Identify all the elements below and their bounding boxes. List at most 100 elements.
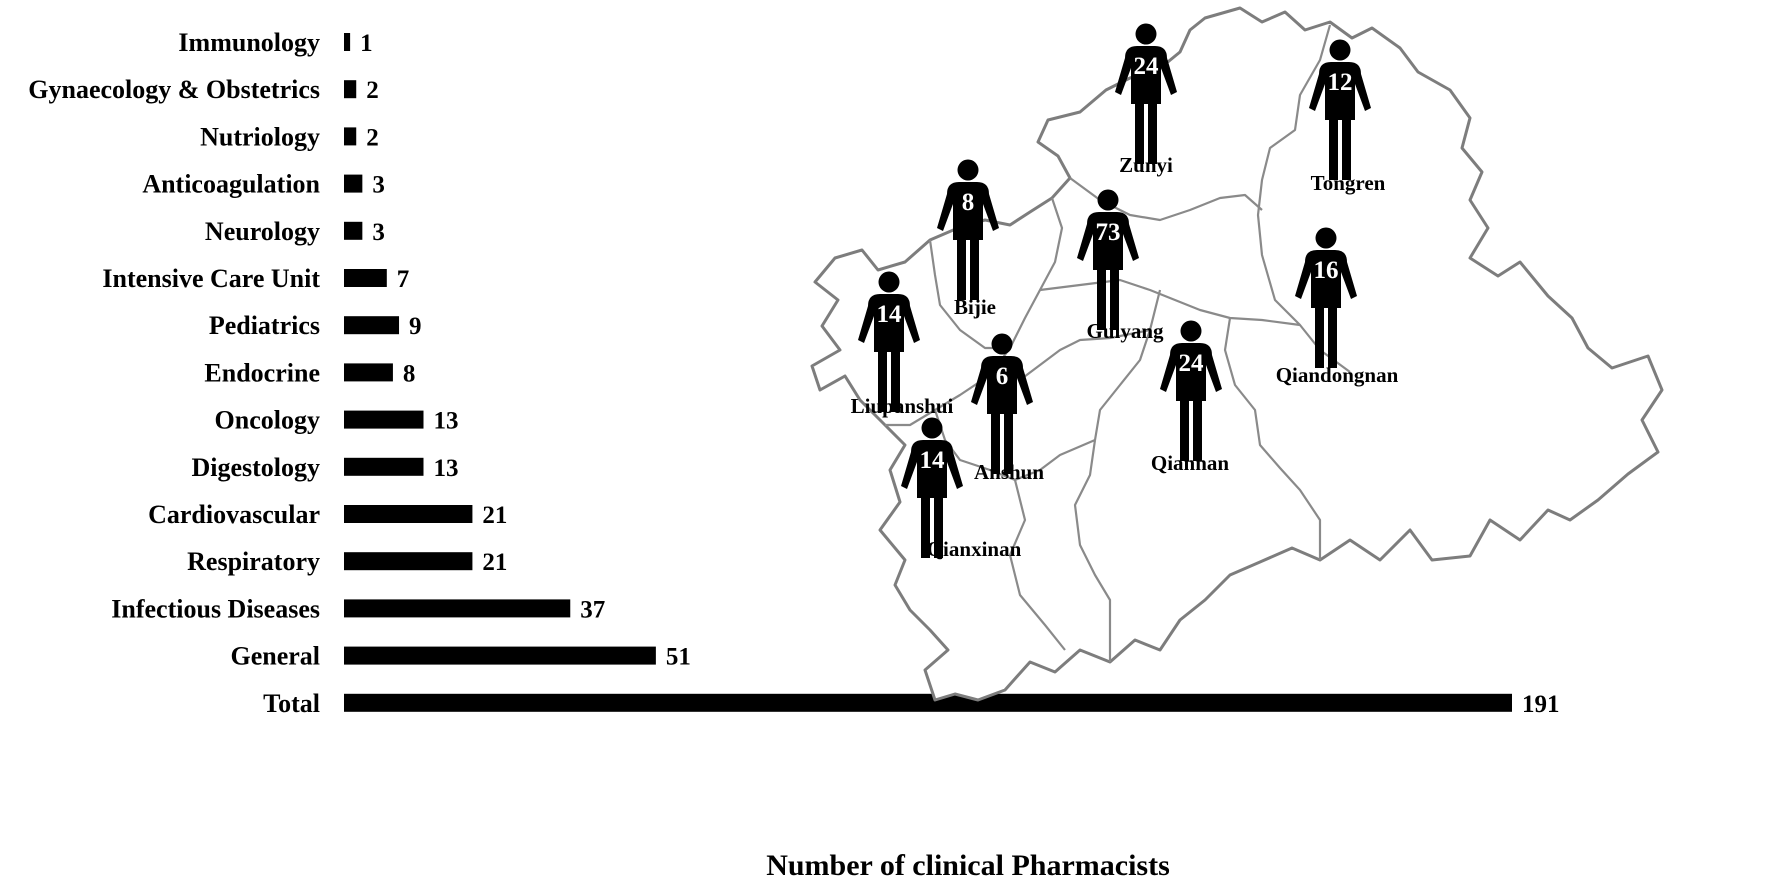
map-border (1223, 317, 1322, 560)
category-label: Pediatrics (209, 311, 320, 340)
person-icon (1160, 343, 1222, 461)
region-count: 24 (1134, 53, 1160, 80)
person-icon (858, 294, 920, 412)
person-head (921, 417, 943, 439)
guizhou-map (810, 6, 1664, 702)
map-outline (810, 6, 1664, 702)
person-head (1315, 227, 1337, 249)
bar (344, 127, 357, 146)
person-icon (971, 356, 1033, 474)
map-border (1039, 278, 1301, 327)
person-marker: 16 Qiandongnan (1276, 227, 1399, 387)
category-label: General (230, 642, 320, 671)
category-label: Digestology (191, 453, 320, 482)
value-label: 13 (433, 455, 458, 482)
bar (344, 80, 357, 99)
region-name: Bijie (954, 295, 996, 319)
person-icon (937, 182, 999, 300)
person-icon (1077, 212, 1139, 330)
person-marker: 73 Guiyang (1077, 189, 1164, 343)
person-head (1135, 23, 1157, 45)
person-markers: 24 Zunyi 12 Tongren 8 Bijie 73 Guiyang 16 Qiandon… (851, 23, 1399, 561)
value-label: 51 (666, 644, 691, 671)
region-name: Qianxinan (927, 537, 1022, 561)
bar (344, 410, 424, 429)
map-border (1073, 439, 1112, 662)
value-label: 8 (403, 360, 416, 387)
category-label: Intensive Care Unit (102, 264, 320, 293)
person-marker: 12 Tongren (1309, 39, 1386, 195)
region-count: 8 (962, 189, 975, 216)
region-name: Qiannan (1151, 451, 1230, 475)
bar (344, 363, 393, 382)
value-label: 3 (372, 219, 385, 246)
person-head (1180, 320, 1202, 342)
person-marker: 24 Zunyi (1115, 23, 1177, 177)
value-label: 7 (397, 266, 410, 293)
region-name: Zunyi (1119, 153, 1173, 177)
map-border (928, 239, 1010, 350)
bar (344, 269, 387, 287)
bar (344, 646, 656, 665)
value-label: 1 (360, 30, 373, 57)
value-label: 2 (366, 77, 379, 104)
x-axis-title: Number of clinical Pharmacists (766, 849, 1170, 882)
bar (344, 316, 400, 335)
region-name: Tongren (1311, 171, 1386, 195)
value-label: 9 (409, 313, 422, 340)
value-label: 21 (482, 502, 507, 529)
bar (344, 457, 424, 476)
region-count: 24 (1179, 350, 1205, 377)
person-icon (1115, 46, 1177, 164)
category-label: Neurology (205, 217, 320, 246)
region-count: 73 (1096, 219, 1121, 246)
bar (344, 505, 473, 523)
bar (344, 221, 363, 240)
bar (344, 174, 363, 193)
category-label: Cardiovascular (148, 500, 320, 529)
region-count: 16 (1314, 257, 1339, 284)
category-label: Respiratory (187, 547, 320, 576)
map-border (1019, 328, 1151, 381)
bar (344, 33, 351, 51)
region-name: Anshun (974, 460, 1044, 484)
category-label: Oncology (215, 406, 320, 435)
bar-chart: Immunology 1 Gynaecology & Obstetrics 2 Nutr… (28, 28, 1559, 718)
person-head (878, 271, 900, 293)
region-count: 12 (1328, 69, 1353, 96)
map-border (1008, 479, 1066, 651)
category-label: Infectious Diseases (111, 594, 320, 623)
bar (344, 599, 571, 618)
bar (344, 552, 473, 571)
map-border (1093, 289, 1162, 441)
person-marker: 14 Qianxinan (901, 417, 1022, 561)
bar (344, 693, 1512, 712)
region-count: 14 (920, 447, 946, 474)
category-label: Immunology (178, 28, 320, 57)
region-count: 14 (877, 301, 903, 328)
value-label: 2 (366, 124, 379, 151)
value-label: 37 (580, 596, 605, 623)
person-marker: 24 Qiannan (1151, 320, 1230, 475)
value-label: 21 (482, 549, 507, 576)
person-marker: 8 Bijie (937, 159, 999, 319)
value-label: 191 (1522, 691, 1560, 718)
person-head (1097, 189, 1119, 211)
person-icon (1295, 250, 1357, 368)
category-label: Endocrine (204, 358, 320, 387)
person-icon (901, 440, 963, 558)
category-label: Anticoagulation (142, 170, 320, 199)
region-count: 6 (996, 363, 1009, 390)
person-icon (1309, 62, 1371, 180)
region-name: Qiandongnan (1276, 363, 1399, 387)
person-head (957, 159, 979, 181)
value-label: 13 (433, 408, 458, 435)
person-marker: 14 Liupanshui (851, 271, 954, 418)
region-name: Liupanshui (851, 394, 954, 418)
map-border (1256, 24, 1351, 373)
region-name: Guiyang (1086, 319, 1164, 343)
category-label: Gynaecology & Obstetrics (28, 75, 320, 104)
category-label: Total (263, 689, 320, 718)
person-head (991, 333, 1013, 355)
